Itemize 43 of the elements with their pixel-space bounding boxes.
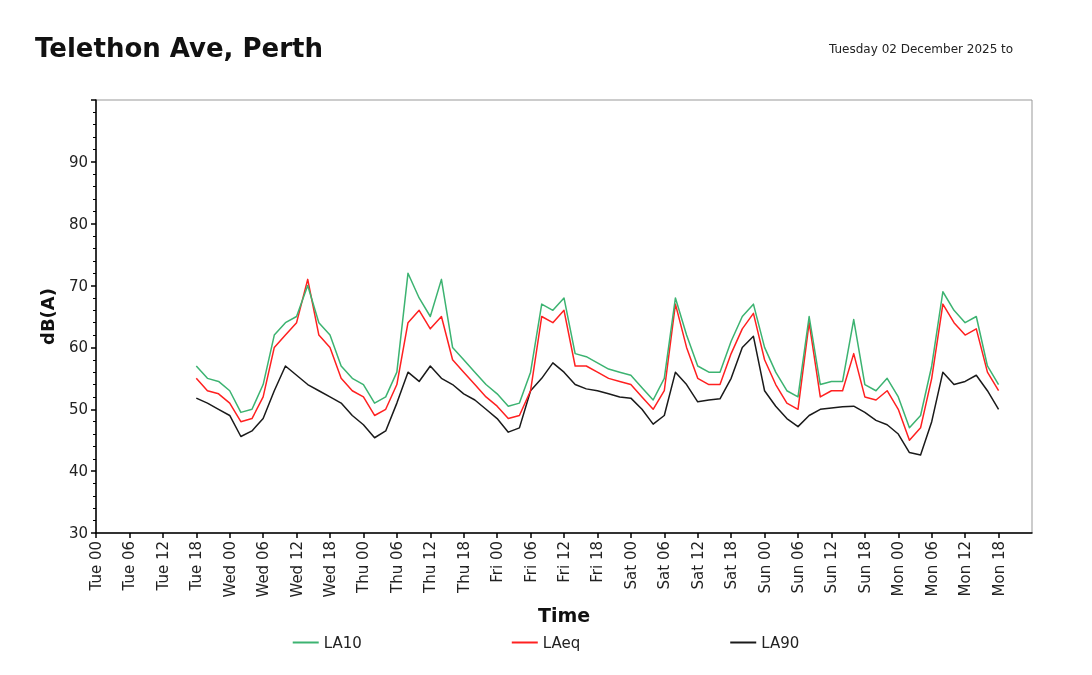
x-tick-label: Mon 00 [889,541,908,597]
x-tick-label: Sat 06 [655,541,674,590]
x-tick-label: Thu 12 [421,541,440,595]
x-tick-label: Thu 18 [454,541,473,595]
x-tick-label: Wed 12 [287,541,306,598]
x-tick-label: Tue 12 [153,541,172,592]
x-tick-label: Tue 06 [120,541,139,592]
x-axis-title: Time [537,603,591,626]
x-tick-label: Thu 00 [354,541,373,595]
x-tick-label: Wed 18 [321,541,339,598]
x-tick-label: Sat 00 [621,541,640,590]
x-tick-label: Thu 06 [387,541,406,595]
x-tick-label: Sun 18 [855,541,874,594]
x-tick-label: Sat 18 [722,541,741,590]
x-tick-label: Fri 12 [555,541,573,583]
legend-label: LA90 [761,633,800,652]
x-tick-label: Fri 06 [521,541,540,583]
x-tick-label: Mon 06 [922,541,941,597]
x-tick-label: Mon 18 [989,541,1008,597]
y-tick-label: 60 [68,338,88,357]
x-tick-label: Sun 12 [822,541,841,594]
x-tick-label: Tue 18 [187,541,206,592]
y-tick-label: 70 [68,276,88,295]
x-tick-label: Wed 00 [220,541,239,598]
y-tick-label: 40 [68,462,88,481]
y-tick-label: 80 [68,214,88,233]
x-tick-label: Tue 00 [87,541,105,592]
line-series [195,335,1000,456]
y-axis-title: dB(A) [36,288,58,345]
chart-subtitle: Tuesday 02 December 2025 to [828,42,1014,56]
legend-label: LAeq [542,633,581,652]
y-tick-label: 90 [68,152,88,171]
x-tick-label: Fri 18 [588,541,607,583]
chart-title: Telethon Ave, Perth [35,33,323,63]
x-tick-label: Wed 06 [254,541,273,598]
x-tick-label: Fri 00 [488,541,507,583]
legend-label: LA10 [323,633,362,652]
y-tick-label: 50 [68,400,88,419]
x-tick-label: Sun 06 [789,541,807,594]
y-tick-label: 30 [68,524,88,542]
x-tick-label: Sat 12 [688,541,707,590]
x-tick-label: Sun 00 [755,541,774,594]
x-tick-label: Mon 12 [956,541,975,597]
